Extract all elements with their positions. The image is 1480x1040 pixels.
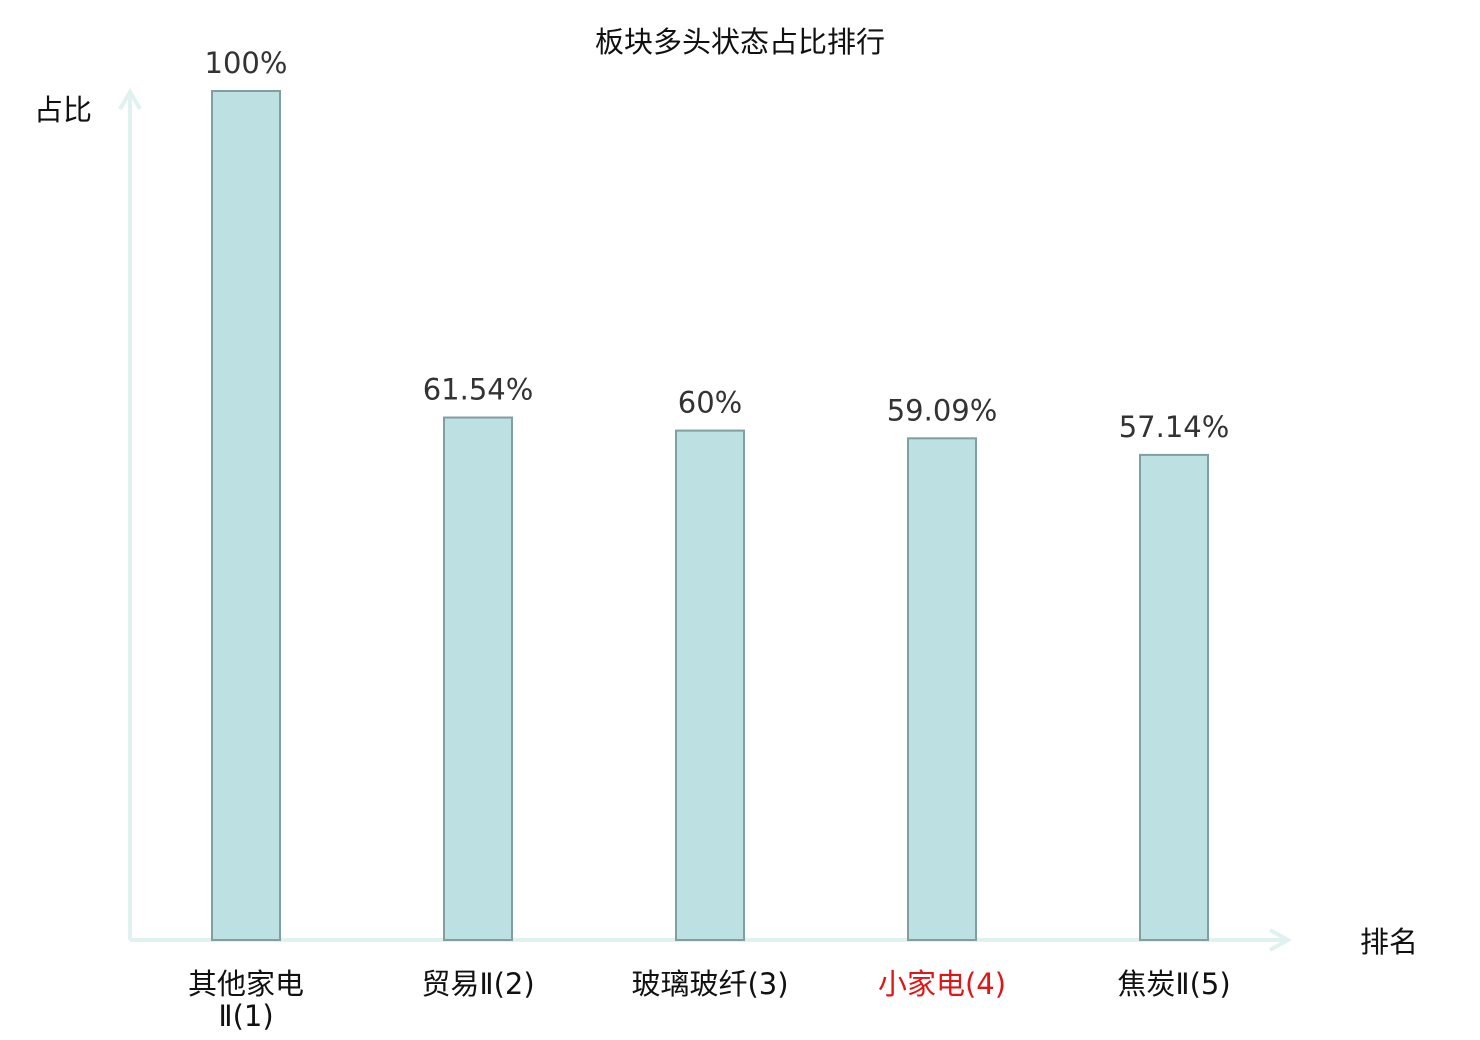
bar-value-label: 100%: [205, 46, 288, 80]
y-axis-label: 占比: [34, 93, 92, 127]
bar: [907, 437, 977, 941]
bar-value-label: 60%: [678, 386, 742, 420]
bars-layer: [211, 90, 1209, 941]
bar: [443, 416, 513, 941]
chart-title: 板块多头状态占比排行: [595, 25, 885, 59]
x-tick-label: 玻璃玻纤(3): [631, 967, 788, 1001]
bar-value-label: 59.09%: [887, 393, 998, 427]
bar-value-label: 57.14%: [1119, 410, 1230, 444]
x-tick-label: 小家电(4): [878, 967, 1006, 1001]
x-tick-label: 焦炭Ⅱ(5): [1117, 967, 1230, 1001]
bar: [1139, 453, 1209, 941]
bar-value-label: 61.54%: [423, 373, 534, 407]
y-axis-arrow: [118, 88, 142, 111]
x-tick-label: 贸易Ⅱ(2): [421, 967, 534, 1001]
bar: [211, 90, 281, 941]
x-tick-label: 其他家电: [188, 967, 304, 1001]
x-tick-label: Ⅱ(1): [218, 999, 273, 1033]
x-axis-arrow: [1269, 928, 1293, 952]
y-axis: [118, 88, 142, 940]
bar: [675, 429, 745, 941]
x-axis-label: 排名: [1360, 925, 1418, 959]
value-labels-layer: 100% 61.54% 60% 59.09% 57.14%: [205, 46, 1230, 444]
